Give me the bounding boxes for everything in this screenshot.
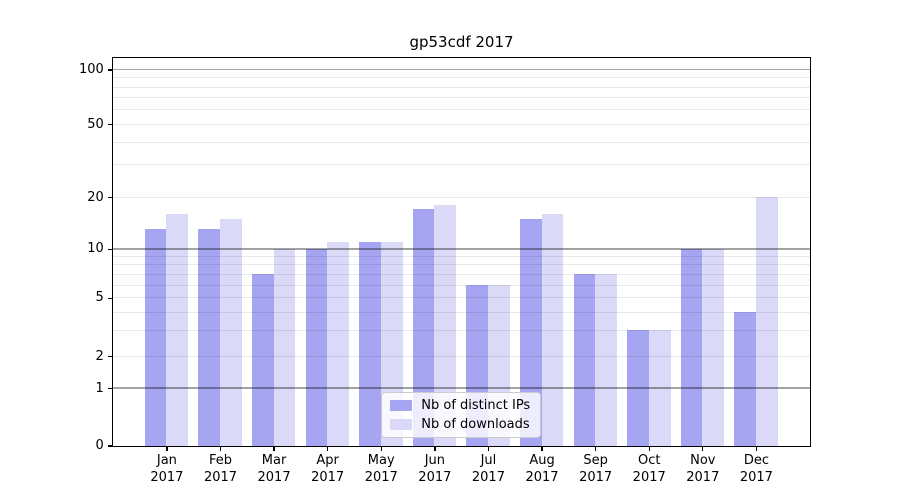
x-label-year: 2017	[418, 469, 452, 485]
bar-distinct-ips-sep	[573, 274, 596, 446]
x-label-month: Aug	[529, 453, 555, 468]
x-label-year: 2017	[471, 469, 505, 485]
y-tick-0	[107, 445, 112, 447]
bar-distinct-ips-jun	[412, 209, 435, 446]
bar-distinct-ips-aug	[519, 218, 542, 446]
x-tick-nov	[702, 447, 704, 452]
x-tick-label-feb: Feb 2017	[190, 453, 250, 486]
x-tick-oct	[648, 447, 650, 452]
x-tick-jul	[487, 447, 490, 452]
x-label-month: Jan	[156, 453, 177, 468]
legend-label-downloads: Nb of downloads	[421, 416, 530, 432]
x-tick-apr	[327, 447, 329, 452]
bar-distinct-ips-may	[359, 241, 381, 446]
y-tick-1	[107, 387, 112, 390]
x-tick-label-oct: Oct 2017	[619, 453, 679, 486]
x-tick-aug	[541, 447, 543, 452]
x-label-year: 2017	[686, 469, 720, 485]
chart-title: gp53cdf 2017	[409, 33, 514, 51]
x-label-month: Oct	[637, 453, 661, 468]
x-tick-label-jul: Jul 2017	[458, 453, 518, 486]
x-tick-jan	[166, 447, 168, 452]
y-tick-label-10: 10	[87, 241, 104, 257]
bar-distinct-ips-mar	[251, 274, 274, 446]
bar-downloads-mar	[273, 249, 296, 446]
bar-distinct-ips-apr	[305, 249, 328, 446]
legend: Nb of distinct IPs Nb of downloads	[381, 391, 542, 438]
y-tick-10	[107, 248, 112, 251]
y-tick-20	[107, 197, 112, 199]
x-tick-label-apr: Apr 2017	[298, 453, 358, 486]
x-label-month: Dec	[743, 453, 769, 468]
x-tick-sep	[594, 447, 597, 452]
x-label-month: Jun	[424, 453, 445, 468]
x-tick-jun	[434, 447, 436, 452]
bar-downloads-jan	[166, 213, 189, 446]
x-label-year: 2017	[525, 469, 559, 485]
legend-label-distinct-ips: Nb of distinct IPs	[421, 397, 531, 413]
y-tick-label-1: 1	[95, 380, 104, 396]
x-label-year: 2017	[364, 469, 398, 485]
bar-downloads-nov	[702, 249, 725, 446]
x-tick-label-may: May 2017	[351, 453, 411, 486]
x-label-year: 2017	[579, 469, 613, 485]
bar-downloads-dec	[755, 197, 778, 446]
x-tick-feb	[219, 447, 222, 452]
x-label-month: Feb	[208, 453, 232, 468]
y-tick-label-50: 50	[87, 116, 104, 132]
x-label-month: Jul	[480, 453, 497, 468]
x-label-month: Apr	[316, 453, 339, 468]
x-tick-dec	[755, 447, 758, 452]
x-label-year: 2017	[632, 469, 666, 485]
x-tick-label-dec: Dec 2017	[726, 453, 786, 486]
bar-downloads-oct	[648, 330, 671, 446]
x-tick-label-jan: Jan 2017	[137, 453, 197, 486]
y-tick-5	[107, 297, 112, 299]
plot-area: Nb of distinct IPs Nb of downloads	[111, 56, 811, 447]
bar-downloads-feb	[220, 218, 242, 446]
bar-downloads-sep	[595, 274, 617, 446]
legend-item-distinct-ips: Nb of distinct IPs	[390, 398, 530, 413]
bar-distinct-ips-nov	[680, 249, 703, 446]
y-tick-label-0: 0	[95, 438, 104, 453]
x-tick-label-sep: Sep 2017	[566, 453, 626, 486]
y-tick-100	[107, 69, 112, 71]
x-label-year: 2017	[739, 469, 773, 485]
x-tick-label-nov: Nov 2017	[673, 453, 733, 486]
x-label-month: May	[367, 453, 395, 468]
legend-swatch-downloads	[390, 418, 413, 430]
y-tick-label-20: 20	[87, 189, 104, 205]
bar-distinct-ips-dec	[734, 312, 756, 446]
legend-item-downloads: Nb of downloads	[390, 417, 530, 432]
legend-swatch-distinct-ips	[390, 399, 413, 411]
x-tick-label-aug: Aug 2017	[512, 453, 572, 486]
bar-downloads-apr	[327, 241, 349, 446]
bar-downloads-jun	[434, 205, 457, 446]
x-label-year: 2017	[257, 469, 291, 485]
x-tick-label-jun: Jun 2017	[405, 453, 465, 486]
x-label-month: Nov	[690, 453, 716, 468]
y-tick-label-100: 100	[78, 62, 104, 77]
y-tick-50	[107, 124, 112, 126]
x-label-month: Mar	[261, 453, 287, 468]
bar-downloads-aug	[541, 213, 564, 446]
bar-distinct-ips-feb	[198, 229, 221, 446]
bars-layer	[113, 58, 810, 446]
x-tick-may	[380, 447, 382, 452]
x-tick-mar	[273, 447, 275, 452]
y-tick-2	[107, 356, 112, 358]
x-label-year: 2017	[150, 469, 184, 485]
x-label-year: 2017	[203, 469, 238, 485]
bar-distinct-ips-oct	[627, 330, 649, 446]
x-label-year: 2017	[311, 469, 345, 485]
x-tick-label-mar: Mar 2017	[244, 453, 304, 486]
bar-distinct-ips-jan	[144, 229, 167, 446]
y-tick-label-5: 5	[95, 290, 104, 306]
y-tick-label-2: 2	[95, 348, 104, 364]
x-label-month: Sep	[583, 453, 608, 468]
